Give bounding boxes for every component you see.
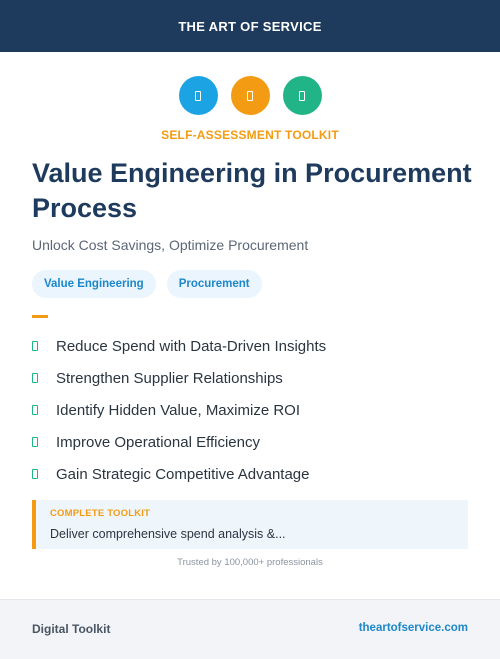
list-item: Identify Hidden Value, Maximize ROI bbox=[32, 394, 326, 426]
document-icon bbox=[178, 76, 218, 115]
benefit-text: Identify Hidden Value, Maximize ROI bbox=[56, 401, 300, 419]
tag-list: Value Engineering Procurement bbox=[32, 270, 262, 298]
check-icon bbox=[32, 437, 38, 447]
tag-value-engineering: Value Engineering bbox=[32, 270, 156, 298]
callout-text: Deliver comprehensive spend analysis &..… bbox=[50, 527, 286, 541]
callout-label: COMPLETE TOOLKIT bbox=[50, 508, 151, 519]
benefit-text: Gain Strategic Competitive Advantage bbox=[56, 465, 310, 483]
trust-note: Trusted by 100,000+ professionals bbox=[177, 557, 323, 568]
accent-divider bbox=[32, 315, 48, 318]
list-item: Reduce Spend with Data-Driven Insights bbox=[32, 330, 326, 362]
page-title: Value Engineering in Procurement Process bbox=[32, 158, 472, 223]
footer: Digital Toolkit theartofservice.com bbox=[0, 599, 500, 659]
check-icon bbox=[32, 373, 38, 383]
website-link[interactable]: theartofservice.com bbox=[358, 622, 468, 634]
benefit-text: Reduce Spend with Data-Driven Insights bbox=[56, 337, 327, 355]
list-item: Improve Operational Efficiency bbox=[32, 426, 326, 458]
tag-procurement: Procurement bbox=[166, 270, 262, 298]
icon-row bbox=[0, 76, 500, 115]
header-bar: THE ART OF SERVICE bbox=[0, 0, 500, 52]
document-icon bbox=[230, 76, 270, 115]
kicker-label: SELF-ASSESSMENT TOOLKIT bbox=[161, 128, 339, 142]
list-item: Gain Strategic Competitive Advantage bbox=[32, 458, 326, 490]
check-icon bbox=[32, 341, 38, 351]
subtitle: Unlock Cost Savings, Optimize Procuremen… bbox=[32, 237, 309, 253]
benefit-text: Strengthen Supplier Relationships bbox=[56, 369, 283, 387]
callout-box: COMPLETE TOOLKIT Deliver comprehensive s… bbox=[32, 500, 468, 549]
check-icon bbox=[32, 405, 38, 415]
list-item: Strengthen Supplier Relationships bbox=[32, 362, 326, 394]
brand-name: THE ART OF SERVICE bbox=[178, 18, 322, 34]
check-icon bbox=[32, 469, 38, 479]
benefit-text: Improve Operational Efficiency bbox=[56, 433, 260, 451]
document-icon bbox=[282, 76, 322, 115]
footer-label: Digital Toolkit bbox=[32, 622, 111, 636]
benefit-list: Reduce Spend with Data-Driven Insights S… bbox=[32, 330, 326, 490]
